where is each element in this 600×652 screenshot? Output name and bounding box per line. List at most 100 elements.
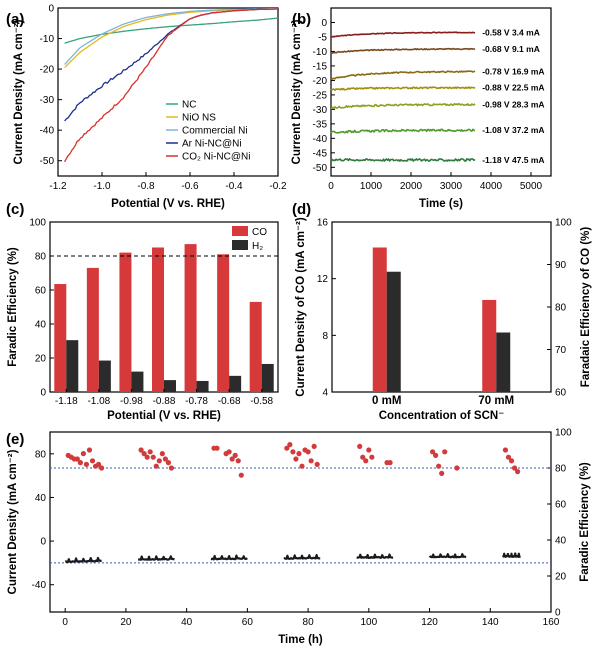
panel-d-y-left-axis-label: Current Density of CO (mA cm⁻²): [295, 217, 307, 397]
panel-e-fe-point: [165, 460, 172, 466]
panel-b-series-line: [330, 31, 476, 38]
panel-e-fe-point: [232, 452, 238, 458]
panel-d-y-right-tick-label: 100: [555, 218, 572, 229]
panel-e-fe-point: [363, 458, 369, 464]
panel-e-fe-point: [511, 465, 518, 471]
panel-e-fe-point: [74, 456, 80, 462]
panel-b-annotation: -0.98 V 28.3 mA: [482, 99, 544, 109]
panel-c-x-tick-label: -0.98: [120, 396, 143, 407]
panel-b-y-axis-label: Current Density (mA cm⁻²): [291, 19, 303, 164]
panel-e-fe-point: [80, 451, 86, 457]
panel-b-x-tick-label: 5000: [520, 181, 543, 192]
panel-e-current-segment: [428, 552, 467, 559]
panel-e-fe-point: [238, 472, 244, 478]
panel-e-x-tick-label: 40: [181, 617, 193, 628]
panel-a-x-tick-label: -1.2: [49, 181, 67, 192]
panel-e-fe-point: [505, 454, 512, 460]
panel-c-x-tick-label: -0.68: [218, 396, 241, 407]
panel-b-series-line: [330, 158, 476, 162]
panel-e-x-tick-label: 100: [360, 617, 377, 628]
panel-c-bar: [66, 340, 79, 392]
panel-c-bar: [184, 244, 197, 392]
panel-e-current-segment: [356, 553, 394, 560]
panel-b-y-tick-label: 0: [321, 18, 327, 29]
panel-e-fe-point: [141, 451, 147, 457]
panel-d-y-right-tick-label: 60: [555, 388, 567, 399]
panel-c-bar: [119, 252, 132, 392]
panel-e-x-tick-label: 80: [303, 617, 315, 628]
panel-c-y-tick-label: 0: [40, 388, 46, 399]
panel-e-current-segment: [283, 553, 321, 560]
panel-a-x-tick-label: -0.6: [181, 181, 199, 192]
panel-b-y-tick-label: -5: [318, 32, 327, 43]
panel-d-y-right-tick-label: 90: [555, 260, 567, 271]
panel-e-fe-point: [156, 458, 162, 464]
panel-b-y-tick-label: -10: [313, 47, 328, 58]
panel-a-series-line: [64, 8, 279, 163]
panel-e-y-right-tick-label: 60: [555, 500, 567, 511]
panel-e-fe-point: [293, 456, 299, 462]
panel-e-x-tick-label: 60: [242, 617, 254, 628]
panel-d-y-left-tick-label: 16: [317, 218, 329, 229]
panel-e-y-right-tick-label: 20: [555, 572, 567, 583]
panel-c-x-tick-label: -1.18: [55, 396, 78, 407]
panel-e-y-right-tick-label: 100: [555, 428, 572, 439]
panel-b-x-tick-label: 4000: [480, 181, 503, 192]
panel-b-y-tick-label: -30: [313, 105, 328, 116]
panel-e-fe-point: [314, 461, 320, 467]
panel-a-x-axis-label: Potential (V vs. RHE): [111, 198, 225, 210]
panel-c-bar: [261, 363, 274, 392]
panel-a-legend-label: NC: [182, 100, 196, 111]
panel-e-fe-point: [150, 454, 156, 460]
panel-b-annotation: -0.58 V 3.4 mA: [482, 27, 540, 37]
panel-e-fe-point: [168, 465, 175, 471]
panel-e-fe-point: [311, 443, 317, 449]
panel-e-fe-point: [436, 463, 442, 469]
panel-a-label: (a): [6, 11, 24, 28]
panel-e-fe-point: [515, 469, 521, 475]
panel-e-y-right-axis-label: Faradic Efficiency (%): [579, 462, 591, 582]
panel-a-legend-label: NiO NS: [182, 113, 216, 124]
panel-b-annotation: -0.88 V 22.5 mA: [482, 83, 544, 93]
panel-c-y-tick-label: 20: [35, 354, 47, 365]
panel-d-x-tick-label: 0 mM: [372, 395, 401, 407]
panel-c-x-tick-label: -0.58: [250, 396, 273, 407]
panel-e-fe-point: [366, 447, 372, 453]
panel-e-fe-point: [387, 460, 393, 466]
panel-e-y-left-tick-label: 40: [35, 493, 47, 504]
panel-b-series-line: [330, 128, 476, 134]
panel-a-x-tick-label: -0.2: [269, 181, 287, 192]
panel-a-y-tick-label: -10: [40, 34, 55, 45]
panel-c-y-tick-label: 60: [35, 286, 47, 297]
panel-a-series-line: [64, 7, 278, 65]
panel-a-y-tick-label: -40: [40, 126, 55, 137]
panel-a-x-tick-label: -0.4: [225, 181, 243, 192]
panel-e-y-left-axis-label: Current Density (mA cm⁻²): [7, 449, 19, 594]
panel-d-bar: [386, 271, 401, 392]
panel-d-y-right-axis-label: Faradaic Efficiency of CO (%): [580, 227, 592, 388]
panel-b-series-line: [330, 86, 476, 91]
panel-e-fe-point: [287, 442, 293, 448]
panel-a-series-line: [64, 8, 278, 69]
panel-e-fe-point: [229, 456, 235, 462]
panel-a-y-tick-label: -30: [40, 95, 55, 106]
panel-c-y-tick-label: 40: [35, 320, 47, 331]
panel-c-bar: [249, 301, 262, 392]
panel-a-y-tick-label: 0: [48, 4, 54, 15]
panel-b-annotation: -1.18 V 47.5 mA: [482, 155, 544, 165]
panel-d-bar: [372, 247, 387, 392]
panel-c-legend-label: CO: [252, 227, 267, 238]
panel-e-fe-point: [360, 454, 366, 460]
panel-b-x-axis-label: Time (s): [419, 198, 463, 210]
panel-e-fe-point: [83, 461, 90, 467]
panel-c-x-tick-label: -1.08: [87, 396, 110, 407]
panel-e-fe-point: [308, 458, 314, 464]
panel-e-fe-point: [226, 449, 232, 455]
panel-a-y-axis-label: Current Density (mA cm⁻²): [13, 19, 25, 164]
panel-b-x-tick-label: 2000: [400, 181, 423, 192]
panel-b-series-line: [331, 102, 476, 110]
panel-c-bar: [54, 284, 67, 392]
panel-c-legend-swatch: [232, 240, 248, 250]
panel-e-fe-point: [433, 452, 439, 458]
